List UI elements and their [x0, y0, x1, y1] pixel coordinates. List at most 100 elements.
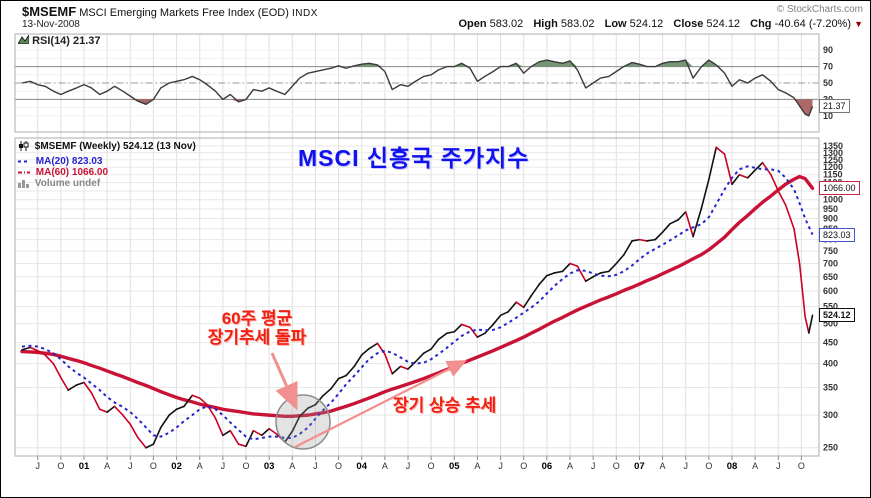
candlestick-icon	[19, 141, 29, 152]
svg-text:70: 70	[823, 62, 833, 72]
down-triangle-icon: ▼	[854, 19, 863, 29]
svg-text:A: A	[382, 461, 388, 471]
svg-text:J: J	[498, 461, 503, 471]
svg-text:A: A	[197, 461, 203, 471]
svg-text:J: J	[406, 461, 411, 471]
ma60-legend-label: MA(60) 1066.00	[35, 167, 109, 178]
svg-text:07: 07	[634, 461, 645, 472]
high-value: 583.02	[560, 18, 595, 30]
svg-text:02: 02	[171, 461, 182, 472]
close-value-callout: 524.12	[819, 308, 855, 323]
svg-text:J: J	[221, 461, 226, 471]
svg-text:250: 250	[823, 443, 838, 453]
svg-text:1200: 1200	[823, 162, 843, 172]
svg-text:700: 700	[823, 259, 838, 269]
svg-text:950: 950	[823, 204, 838, 214]
svg-text:1000: 1000	[823, 195, 843, 205]
svg-text:A: A	[660, 461, 666, 471]
ma60-value-callout: 1066.00	[819, 181, 860, 196]
low-value: 524.12	[629, 18, 664, 30]
volume-legend: Volume undef	[18, 178, 100, 189]
rsi-legend-label: RSI(14) 21.37	[32, 35, 101, 47]
korean-chart-title: MSCI 신흥국 주가지수	[298, 145, 530, 171]
svg-text:O: O	[428, 461, 435, 471]
volume-bars-icon	[18, 179, 29, 188]
svg-text:03: 03	[264, 461, 275, 472]
svg-text:O: O	[520, 461, 527, 471]
rsi-legend: RSI(14) 21.37	[17, 33, 101, 47]
svg-text:08: 08	[727, 461, 738, 472]
low-label: Low	[604, 18, 627, 30]
svg-text:05: 05	[449, 461, 460, 472]
svg-text:600: 600	[823, 286, 838, 296]
svg-text:O: O	[705, 461, 712, 471]
svg-text:04: 04	[356, 461, 367, 472]
svg-text:350: 350	[823, 383, 838, 393]
svg-text:01: 01	[79, 461, 90, 472]
dash-dot-line-icon	[18, 171, 30, 174]
close-label: Close	[673, 18, 704, 30]
svg-text:400: 400	[823, 359, 838, 369]
svg-text:500: 500	[823, 319, 838, 329]
svg-text:10: 10	[823, 111, 833, 121]
svg-text:06: 06	[542, 461, 553, 472]
exchange-label: INDX	[291, 8, 318, 19]
svg-text:O: O	[57, 461, 64, 471]
svg-text:A: A	[567, 461, 573, 471]
rsi-area-icon	[17, 33, 30, 45]
svg-text:650: 650	[823, 272, 838, 282]
svg-text:550: 550	[823, 302, 838, 312]
svg-text:A: A	[289, 461, 295, 471]
svg-text:450: 450	[823, 338, 838, 348]
ohlc-quote-row: Open 583.02 High 583.02 Low 524.12 Close…	[451, 18, 863, 30]
svg-text:J: J	[128, 461, 133, 471]
ma20-legend-label: MA(20) 823.03	[35, 156, 103, 167]
volume-legend-label: Volume undef	[34, 178, 101, 189]
svg-text:900: 900	[823, 214, 838, 224]
svg-text:J: J	[313, 461, 318, 471]
uptrend-annotation: 장기 상승 추세	[393, 396, 497, 415]
breakout-annotation-line2: 장기추세 돌파	[207, 328, 307, 347]
svg-text:90: 90	[823, 45, 833, 55]
svg-text:1350: 1350	[823, 141, 843, 151]
breakout-annotation: 60주 평균 장기추세 돌파	[179, 309, 335, 347]
svg-text:750: 750	[823, 246, 838, 256]
chg-label: Chg	[750, 18, 772, 30]
svg-text:J: J	[35, 461, 40, 471]
svg-text:1150: 1150	[823, 170, 843, 180]
open-label: Open	[458, 18, 487, 30]
svg-text:300: 300	[823, 410, 838, 420]
price-legend-label: $MSEMF (Weekly) 524.12 (13 Nov)	[34, 141, 196, 152]
svg-text:O: O	[335, 461, 342, 471]
svg-text:O: O	[242, 461, 249, 471]
breakout-annotation-line1: 60주 평균	[221, 309, 293, 328]
svg-text:J: J	[683, 461, 688, 471]
rsi-value-callout: 21.37	[819, 99, 850, 114]
high-label: High	[533, 18, 558, 30]
svg-text:50: 50	[823, 78, 833, 88]
close-value: 524.12	[706, 18, 741, 30]
symbol-ticker: $MSEMF	[22, 4, 77, 19]
svg-text:O: O	[798, 461, 805, 471]
chart-date: 13-Nov-2008	[22, 19, 80, 30]
svg-text:A: A	[104, 461, 110, 471]
svg-text:J: J	[591, 461, 596, 471]
svg-text:A: A	[752, 461, 758, 471]
ma60-legend: MA(60) 1066.00	[18, 167, 108, 178]
open-value: 583.02	[489, 18, 524, 30]
chart-header: $MSEMF MSCI Emerging Markets Free Index …	[22, 4, 318, 19]
svg-text:O: O	[613, 461, 620, 471]
svg-text:30: 30	[823, 94, 833, 104]
copyright-label: © StockCharts.com	[776, 4, 863, 15]
ma20-legend: MA(20) 823.03	[18, 156, 102, 167]
ma20-value-callout: 823.03	[819, 227, 855, 242]
price-legend-symbol: $MSEMF (Weekly) 524.12 (13 Nov)	[18, 141, 196, 152]
chg-value: -40.64 (-7.20%)	[774, 18, 852, 30]
svg-text:J: J	[776, 461, 781, 471]
svg-text:O: O	[150, 461, 157, 471]
svg-text:1300: 1300	[823, 148, 843, 158]
dashed-line-icon	[18, 160, 30, 163]
index-title: MSCI Emerging Markets Free Index (EOD)	[79, 7, 289, 19]
